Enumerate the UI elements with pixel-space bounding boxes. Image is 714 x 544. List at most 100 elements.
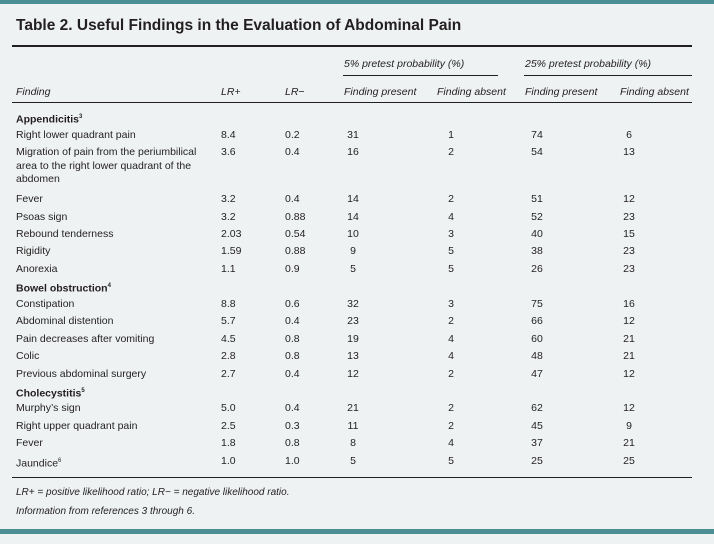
finding-label: Pain decreases after vomiting: [16, 333, 155, 345]
lr-positive-cell: 1.1: [221, 263, 236, 275]
finding-cell: Pain decreases after vomiting: [16, 333, 154, 347]
absent-25pct-cell: 23: [623, 245, 635, 257]
reference-superscript: 6: [58, 458, 62, 464]
reference-superscript: 4: [107, 283, 111, 289]
lr-positive-cell: 3.2: [221, 193, 236, 205]
absent-5pct-cell: 3: [448, 228, 454, 240]
finding-label: Colic: [16, 350, 40, 362]
present-25pct-cell: 54: [531, 146, 543, 158]
finding-cell: Previous abdominal surgery: [16, 368, 146, 382]
present-25pct-cell: 26: [531, 263, 543, 275]
finding-label: Murphy’s sign: [16, 402, 81, 414]
absent-25pct-cell: 15: [623, 228, 635, 240]
absent-25pct-cell: 23: [623, 263, 635, 275]
present-25pct-cell: 37: [531, 437, 543, 449]
present-5pct-cell: 14: [347, 211, 359, 223]
absent-5pct-cell: 2: [448, 315, 454, 327]
present-25pct-cell: 66: [531, 315, 543, 327]
absent-5pct-cell: 4: [448, 333, 454, 345]
lr-negative-cell: 0.3: [285, 420, 300, 432]
lr-positive-cell: 2.03: [221, 228, 242, 240]
present-25pct-cell: 48: [531, 350, 543, 362]
finding-label: Fever: [16, 193, 43, 205]
lr-negative-cell: 0.4: [285, 368, 300, 380]
present-25pct-cell: 60: [531, 333, 543, 345]
group-header-25pct: 25% pretest probability (%): [525, 58, 652, 70]
absent-25pct-cell: 13: [623, 146, 635, 158]
footnote-abbreviations: LR+ = positive likelihood ratio; LR− = n…: [16, 487, 290, 498]
column-header-finding: Finding: [16, 86, 51, 98]
finding-cell: Right upper quadrant pain: [16, 420, 137, 434]
lr-positive-cell: 8.4: [221, 129, 236, 141]
absent-25pct-cell: 23: [623, 211, 635, 223]
present-25pct-cell: 25: [531, 455, 543, 467]
section-title: Cholecystitis5: [16, 385, 85, 401]
finding-label: Psoas sign: [16, 211, 68, 223]
present-25pct-cell: 47: [531, 368, 543, 380]
title-rule: [12, 45, 692, 47]
absent-5pct-cell: 4: [448, 350, 454, 362]
present-5pct-cell: 8: [350, 437, 356, 449]
absent-25pct-cell: 12: [623, 402, 635, 414]
finding-cell: Fever: [16, 437, 43, 451]
finding-label: Right upper quadrant pain: [16, 420, 138, 432]
finding-label: Right lower quadrant pain: [16, 129, 136, 141]
absent-25pct-cell: 12: [623, 193, 635, 205]
absent-5pct-cell: 5: [448, 455, 454, 467]
finding-cell: Murphy’s sign: [16, 402, 81, 416]
absent-25pct-cell: 21: [623, 437, 635, 449]
present-5pct-cell: 13: [347, 350, 359, 362]
table-bottom-rule: [12, 477, 692, 478]
lr-positive-cell: 3.2: [221, 211, 236, 223]
absent-25pct-cell: 12: [623, 368, 635, 380]
lr-negative-cell: 0.54: [285, 228, 306, 240]
absent-5pct-cell: 5: [448, 245, 454, 257]
absent-5pct-cell: 4: [448, 437, 454, 449]
finding-label: Constipation: [16, 298, 75, 310]
present-5pct-cell: 23: [347, 315, 359, 327]
present-5pct-cell: 5: [350, 263, 356, 275]
absent-5pct-cell: 2: [448, 368, 454, 380]
column-header-absent-5pct: Finding absent: [437, 86, 506, 98]
absent-5pct-cell: 4: [448, 211, 454, 223]
finding-cell: Psoas sign: [16, 211, 67, 225]
finding-label: Migration of pain from the periumbilical…: [16, 146, 197, 185]
present-5pct-cell: 31: [347, 129, 359, 141]
absent-5pct-cell: 3: [448, 298, 454, 310]
finding-label: Fever: [16, 437, 43, 449]
finding-label: Abdominal distention: [16, 315, 114, 327]
finding-cell: Rebound tenderness: [16, 228, 114, 242]
lr-positive-cell: 4.5: [221, 333, 236, 345]
present-25pct-cell: 62: [531, 402, 543, 414]
column-header-absent-25pct: Finding absent: [620, 86, 689, 98]
absent-5pct-cell: 2: [448, 146, 454, 158]
present-5pct-cell: 9: [350, 245, 356, 257]
present-5pct-cell: 10: [347, 228, 359, 240]
present-25pct-cell: 38: [531, 245, 543, 257]
finding-cell: Abdominal distention: [16, 315, 113, 329]
finding-cell: Right lower quadrant pain: [16, 129, 136, 143]
bottom-accent-bar: [0, 529, 714, 534]
column-header-lr-negative: LR−: [285, 86, 305, 98]
present-5pct-cell: 16: [347, 146, 359, 158]
present-25pct-cell: 45: [531, 420, 543, 432]
absent-25pct-cell: 21: [623, 333, 635, 345]
finding-cell: Migration of pain from the periumbilical…: [16, 146, 216, 187]
footnote-references: Information from references 3 through 6.: [16, 506, 195, 517]
absent-5pct-cell: 2: [448, 420, 454, 432]
present-5pct-cell: 21: [347, 402, 359, 414]
absent-5pct-cell: 2: [448, 402, 454, 414]
lr-positive-cell: 3.6: [221, 146, 236, 158]
finding-cell: Anorexia: [16, 263, 57, 277]
lr-negative-cell: 0.88: [285, 211, 306, 223]
absent-5pct-cell: 2: [448, 193, 454, 205]
lr-negative-cell: 0.6: [285, 298, 300, 310]
absent-25pct-cell: 12: [623, 315, 635, 327]
finding-cell: Colic: [16, 350, 39, 364]
top-accent-bar: [0, 0, 714, 4]
finding-label: Jaundice: [16, 457, 59, 470]
finding-cell: Fever: [16, 193, 43, 207]
finding-cell: Rigidity: [16, 245, 50, 259]
lr-negative-cell: 0.4: [285, 193, 300, 205]
